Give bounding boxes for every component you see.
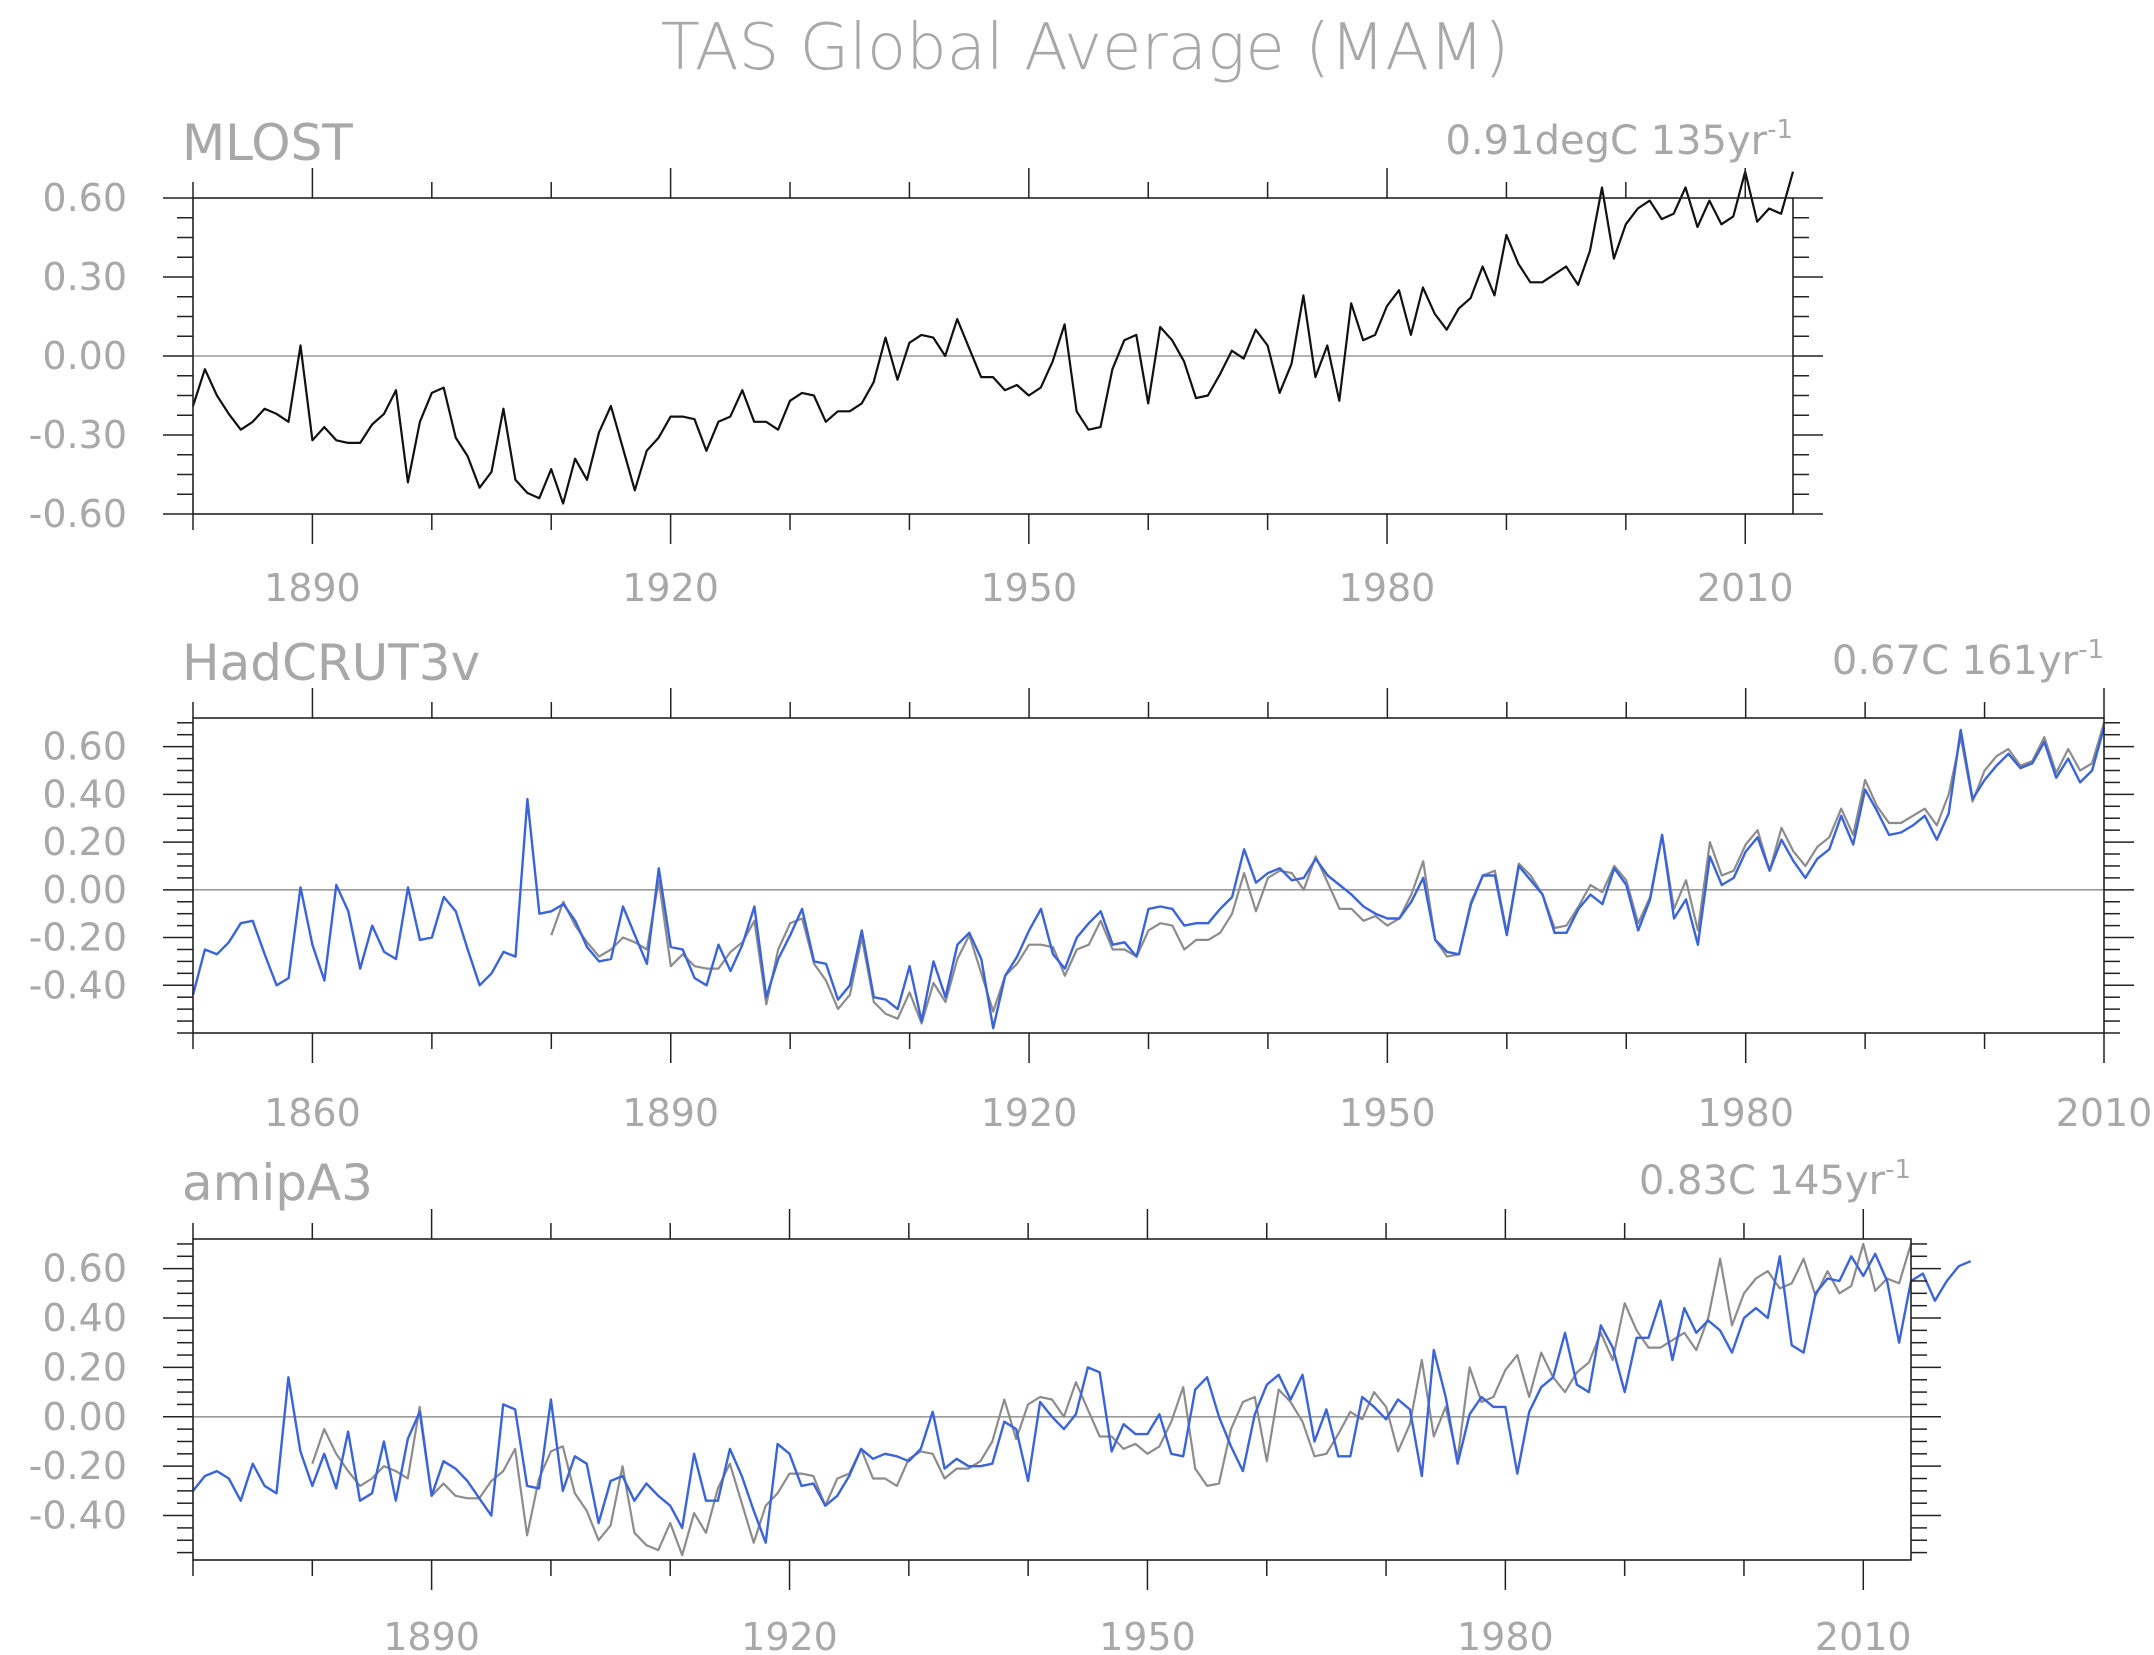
series-line-model — [192, 1252, 1972, 1544]
y-tick-label: -0.20 — [29, 1444, 127, 1488]
trend-label: 0.91degC 135yr-1 — [1446, 115, 1794, 164]
series-line-observed-blue — [191, 727, 2106, 1030]
panel-amipa3: 1890 1920 1950 1980 2010 -0.40 -0.20 0.00 0.20 0.… — [29, 1154, 1972, 1655]
trend-exponent: -1 — [1885, 1155, 1911, 1185]
y-tick-label: -0.40 — [29, 963, 127, 1007]
y-tick-label: 0.00 — [42, 868, 127, 912]
x-tick-label: 1920 — [622, 566, 719, 610]
trend-exponent: -1 — [2078, 635, 2104, 665]
y-tick-label: -0.20 — [29, 916, 127, 960]
x-tick-label: 1950 — [980, 566, 1077, 610]
x-tick-label: 1920 — [741, 1615, 838, 1655]
y-tick-label: 0.40 — [42, 772, 127, 816]
x-tick-label: 2010 — [2056, 1091, 2153, 1135]
x-tick-label: 2010 — [1815, 1615, 1912, 1655]
figure-title: TAS Global Average (MAM) — [661, 11, 1509, 85]
series-line-observed — [191, 170, 1795, 505]
y-tick-label: 0.60 — [42, 176, 127, 220]
y-tick-label: 0.40 — [42, 1296, 127, 1340]
x-tick-label: 1950 — [1099, 1615, 1196, 1655]
y-tick-label: 0.60 — [42, 725, 127, 769]
x-tick-label: 2010 — [1697, 566, 1794, 610]
panel-title: amipA3 — [182, 1154, 373, 1212]
x-tick-label: 1950 — [1339, 1091, 1436, 1135]
y-tick-label: 0.00 — [42, 334, 127, 378]
y-tick-label: 0.00 — [42, 1395, 127, 1439]
y-tick-label: 0.60 — [42, 1247, 127, 1291]
y-tick-label: 0.20 — [42, 820, 127, 864]
panel-hadcrut3v: 1860 1890 1920 1950 1980 2010-0.40-0.200.000.… — [29, 634, 2153, 1135]
x-tick-label: 1980 — [1457, 1615, 1554, 1655]
series-line-reference — [311, 1242, 1913, 1557]
y-tick-label: -0.60 — [29, 492, 127, 536]
x-tick-label: 1890 — [383, 1615, 480, 1655]
y-tick-label: -0.40 — [29, 1494, 127, 1538]
trend-value: 0.91degC 135yr — [1446, 118, 1768, 164]
x-tick-label: 1980 — [1339, 566, 1436, 610]
panel-title: HadCRUT3v — [182, 634, 480, 692]
y-tick-label: -0.30 — [29, 413, 127, 457]
x-tick-label: 1890 — [264, 566, 361, 610]
trend-label: 0.67C 161yr-1 — [1832, 635, 2104, 684]
y-tick-label: 0.30 — [42, 255, 127, 299]
plot-frame — [192, 1238, 1912, 1561]
x-tick-label: 1890 — [622, 1091, 719, 1135]
y-tick-label: 0.20 — [42, 1345, 127, 1389]
panel-mlost: 1890 1920 1950 1980 2010 -0.60 -0.30 0.00 0.30 0.… — [29, 114, 1823, 610]
trend-value: 0.83C 145yr — [1639, 1158, 1886, 1204]
x-tick-label: 1920 — [981, 1091, 1078, 1135]
trend-exponent: -1 — [1767, 115, 1793, 145]
series-line-reference — [550, 722, 2106, 1025]
trend-value: 0.67C 161yr — [1832, 638, 2079, 684]
panel-title: MLOST — [182, 114, 353, 172]
x-tick-label: 1980 — [1697, 1091, 1794, 1135]
x-tick-label: 1860 — [264, 1091, 361, 1135]
trend-label: 0.83C 145yr-1 — [1639, 1155, 1911, 1204]
